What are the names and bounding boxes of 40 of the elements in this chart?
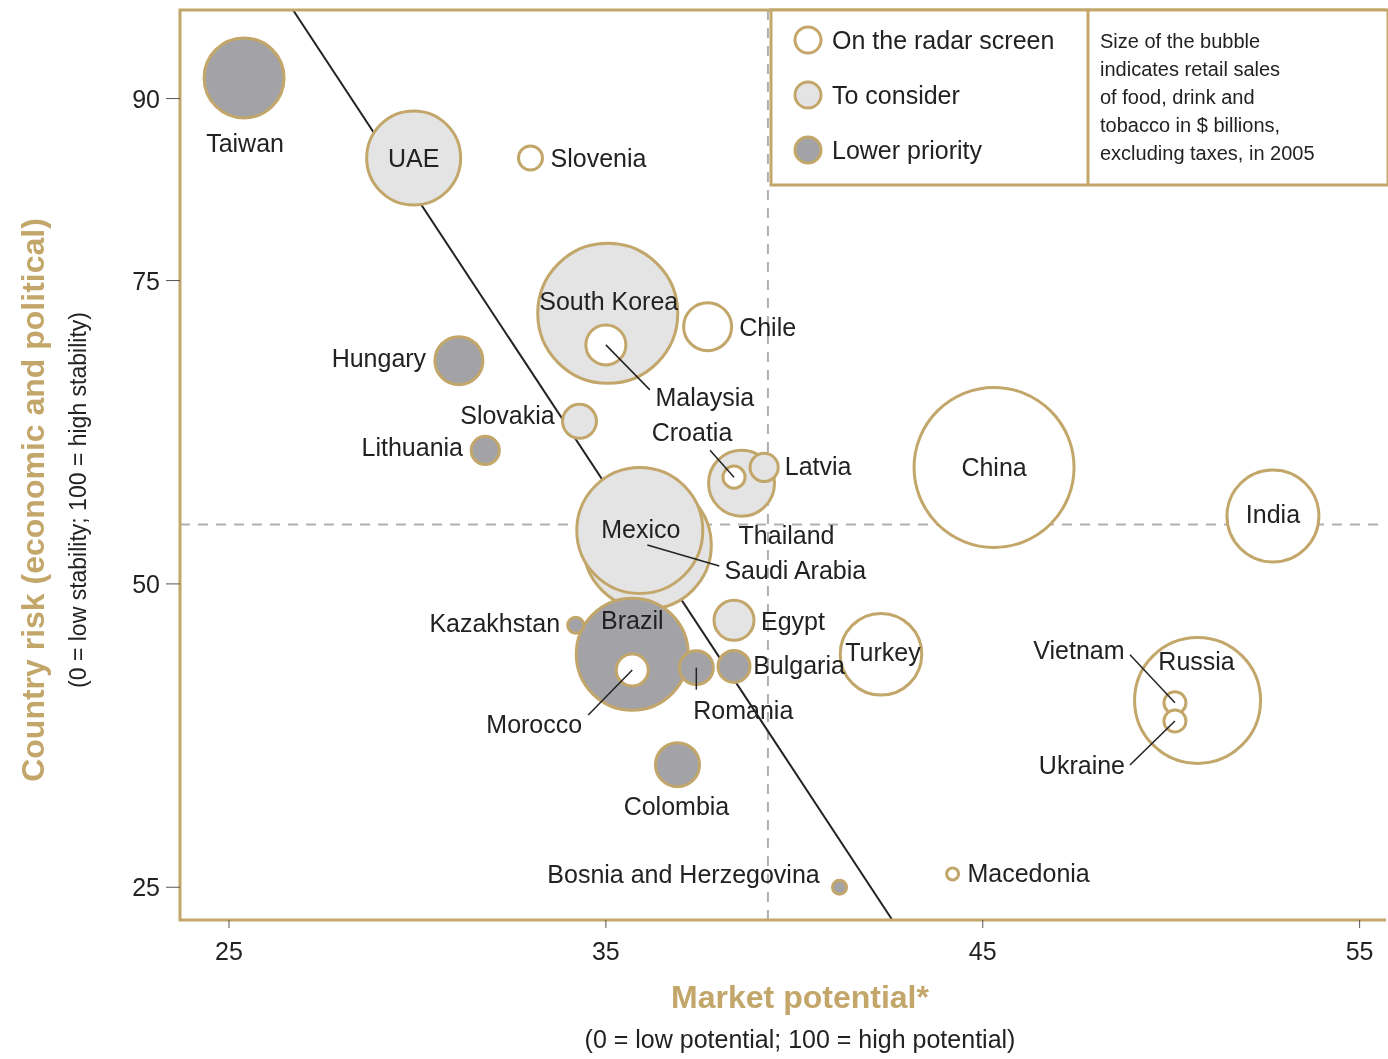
annotation: Turkey	[845, 638, 922, 667]
annotation: China	[961, 453, 1027, 482]
legend-label: Lower priority	[832, 136, 983, 164]
legend-label: To consider	[832, 81, 960, 109]
annotation: Slovakia	[460, 401, 555, 430]
annotation: Size of the bubble indicates retail sales of food, drink and tobacco in $ billions, excluding taxes, in 2005	[1100, 30, 1315, 164]
annotation: Slovenia	[550, 144, 647, 173]
annotation: Latvia	[784, 452, 852, 481]
annotation: Kazakhstan	[429, 609, 561, 638]
x-tick-label: 25	[215, 937, 243, 965]
x-tick-label: 35	[591, 937, 620, 965]
annotation: UAE	[387, 144, 440, 173]
annotation: India	[1245, 499, 1301, 528]
x-tick-label: 55	[1345, 937, 1374, 965]
annotation: Mexico	[601, 514, 681, 543]
annotation: Brazil	[600, 606, 664, 635]
annotation: Chile	[739, 312, 797, 341]
annotation: Saudi Arabia	[724, 556, 867, 585]
annotation: Colombia	[623, 791, 730, 820]
annotation: Ukraine	[1038, 751, 1126, 780]
annotation: Malaysia	[655, 382, 755, 411]
annotation: Macedonia	[967, 858, 1090, 887]
annotation: Vietnam	[1033, 635, 1125, 664]
legend-label: On the radar screen	[832, 26, 1055, 54]
annotation: Russia	[1158, 647, 1235, 676]
y-tick-label: 50	[132, 569, 160, 598]
y-tick-label: 90	[132, 84, 160, 113]
y-tick-label: 75	[132, 266, 160, 295]
x-axis-title: Market potential* (0 = low potential; 100 = high potential)	[584, 979, 1016, 1053]
annotation: Croatia	[651, 418, 733, 447]
annotation: Morocco	[486, 710, 583, 739]
y-tick-label: 25	[132, 873, 160, 902]
annotation: Egypt	[761, 607, 826, 636]
annotation: Lithuania	[361, 433, 464, 462]
x-tick-label: 45	[968, 937, 997, 965]
annotation: Taiwan	[206, 128, 284, 157]
annotation: Bosnia and Herzegovina	[547, 860, 820, 889]
y-axis-title: Country risk (economic and political) (0 = low stability; 100 = high stability)	[15, 218, 91, 782]
annotation: Thailand	[738, 521, 835, 550]
annotation: Hungary	[331, 343, 427, 372]
